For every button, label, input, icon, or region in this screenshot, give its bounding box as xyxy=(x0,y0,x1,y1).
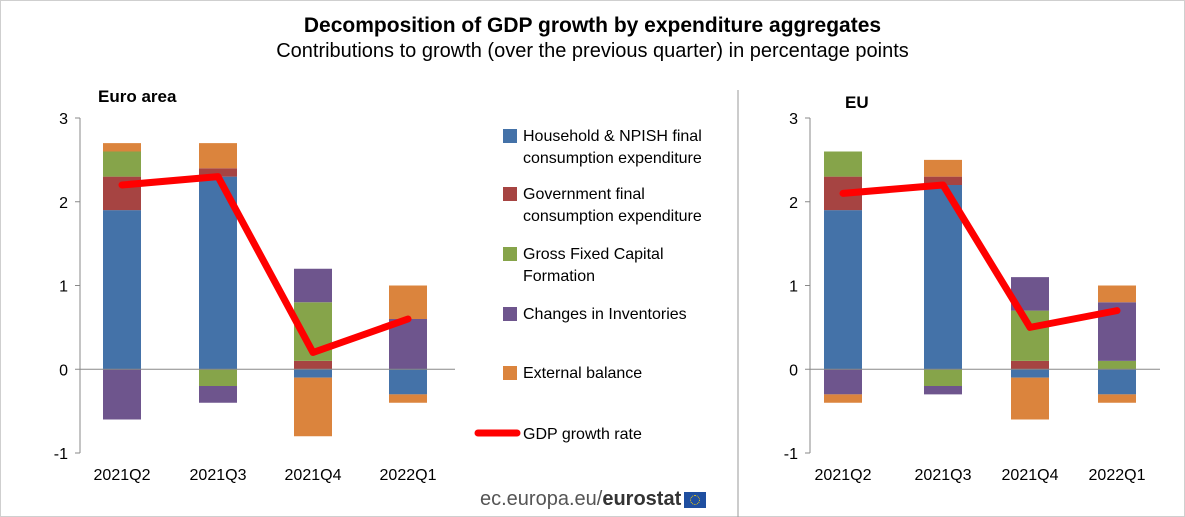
bar-segment xyxy=(824,210,862,370)
bar-segment xyxy=(294,268,332,303)
y-tick-label: 2 xyxy=(789,195,798,212)
bar-segment xyxy=(103,369,141,420)
source-brand: eurostat xyxy=(602,488,682,510)
bar-segment xyxy=(1011,377,1049,420)
x-tick-label: 2021Q4 xyxy=(285,467,342,484)
legend-label: Government final xyxy=(523,186,645,203)
bar-segment xyxy=(1011,360,1049,370)
y-tick-label: 2 xyxy=(59,195,68,212)
x-tick-label: 2021Q4 xyxy=(1002,467,1059,484)
legend-label: GDP growth rate xyxy=(523,426,642,443)
bar-segment xyxy=(824,394,862,403)
bar-segment xyxy=(1098,394,1136,403)
bar-segment xyxy=(924,159,962,177)
bar-segment xyxy=(199,176,237,370)
x-tick-label: 2022Q1 xyxy=(380,467,437,484)
x-tick-label: 2021Q2 xyxy=(815,467,872,484)
legend-swatch xyxy=(503,129,517,143)
gdp-growth-line xyxy=(118,173,412,356)
bar-segment xyxy=(1098,369,1136,395)
bar-segment xyxy=(199,168,237,177)
y-tick-label: 1 xyxy=(59,279,68,296)
legend-label: Formation xyxy=(523,268,595,285)
bar-segment xyxy=(1098,360,1136,370)
legend-label: consumption expenditure xyxy=(523,208,702,225)
bar-segment xyxy=(924,176,962,185)
bar-segment xyxy=(199,386,237,403)
legend-swatch xyxy=(503,366,517,380)
y-tick-label: 3 xyxy=(789,111,798,128)
legend-label: Gross Fixed Capital xyxy=(523,246,664,263)
bar-segment xyxy=(824,369,862,395)
bar-segment xyxy=(103,210,141,370)
bar-segment xyxy=(294,369,332,378)
bar-segment xyxy=(389,319,427,370)
source-site: ec.europa.eu/ xyxy=(480,488,603,510)
bar-segment xyxy=(389,394,427,403)
x-tick-label: 2022Q1 xyxy=(1089,467,1146,484)
bar-segment xyxy=(103,151,141,177)
legend-label: External balance xyxy=(523,365,642,382)
bar-segment xyxy=(389,369,427,395)
panel-title: EU xyxy=(845,93,869,112)
eu-flag-icon xyxy=(684,491,707,508)
y-tick-label: -1 xyxy=(54,446,68,463)
bar-segment xyxy=(389,285,427,319)
chart-subtitle: Contributions to growth (over the previo… xyxy=(276,40,909,62)
legend-label: consumption expenditure xyxy=(523,150,702,167)
x-tick-label: 2021Q3 xyxy=(190,467,247,484)
legend-swatch xyxy=(503,247,517,261)
x-tick-label: 2021Q2 xyxy=(94,467,151,484)
bar-segment xyxy=(824,151,862,177)
bar-segment xyxy=(199,143,237,169)
y-tick-label: 1 xyxy=(789,279,798,296)
bar-segment xyxy=(199,369,237,386)
bar-segment xyxy=(924,386,962,395)
bar-segment xyxy=(924,369,962,386)
bar-segment xyxy=(924,185,962,370)
x-tick-label: 2021Q3 xyxy=(915,467,972,484)
y-tick-label: 3 xyxy=(59,111,68,128)
legend-swatch xyxy=(503,307,517,321)
legend-label: Changes in Inventories xyxy=(523,306,687,323)
legend-label: Household & NPISH final xyxy=(523,128,702,145)
legend-swatch xyxy=(503,187,517,201)
panel-title: Euro area xyxy=(98,87,177,106)
bar-segment xyxy=(103,143,141,152)
source-footer: ec.europa.eu/ eurostat xyxy=(480,488,707,511)
bar-segment xyxy=(1011,369,1049,378)
bar-segment xyxy=(294,377,332,437)
chart-title: Decomposition of GDP growth by expenditu… xyxy=(303,14,882,37)
bar-segment xyxy=(294,360,332,370)
y-tick-label: 0 xyxy=(789,362,798,379)
gdp-growth-line xyxy=(839,181,1121,331)
bar-segment xyxy=(1098,285,1136,303)
y-tick-label: -1 xyxy=(784,446,798,463)
y-tick-label: 0 xyxy=(59,362,68,379)
bar-segment xyxy=(1011,310,1049,361)
